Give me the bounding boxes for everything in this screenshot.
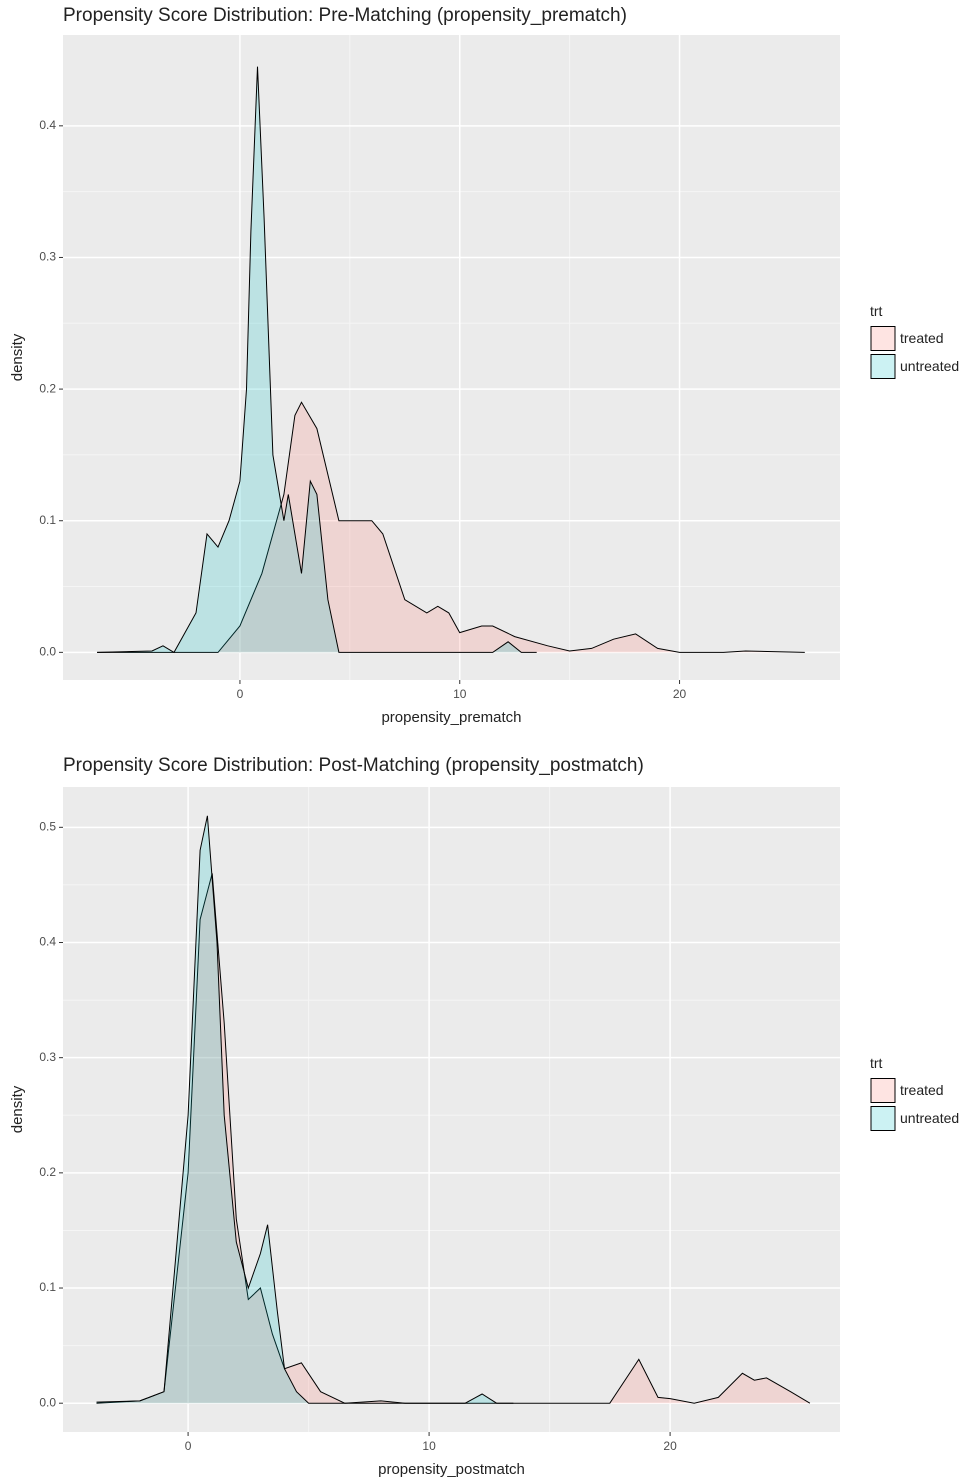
chart: 0.0 0.1 0.2 0.3 0.4 0.5 0 10 20 Propensity Score … — [9, 755, 959, 1478]
y-axis-label: density — [9, 1085, 26, 1133]
density-line — [96, 873, 811, 1404]
x-tick-label: 10 — [422, 1439, 436, 1453]
legend-label: untreated — [900, 1110, 959, 1126]
legend-swatch — [871, 1106, 895, 1131]
y-tick-label: 0.5 — [39, 819, 56, 833]
x-axis-label: propensity_postmatch — [378, 1461, 525, 1478]
legend-swatch — [871, 1078, 895, 1103]
chart: 0.0 0.1 0.2 0.3 0.4 0 10 20 Propensity Score Dis… — [9, 5, 959, 726]
x-tick-label: 0 — [185, 1439, 192, 1453]
density-fill — [96, 815, 514, 1404]
density-line — [97, 66, 537, 654]
legend-swatch — [870, 326, 896, 351]
x-tick-label: 10 — [453, 687, 467, 701]
y-tick-label: 0.3 — [39, 1050, 56, 1064]
x-tick-label: 20 — [663, 1439, 677, 1453]
legend-swatch — [870, 1106, 896, 1131]
chart-title: Propensity Score Distribution: Post-Matc… — [63, 755, 644, 776]
density-fill — [97, 402, 805, 653]
legend-title: trt — [870, 303, 883, 319]
legend-label: treated — [900, 1082, 944, 1098]
y-tick-label: 0.2 — [39, 1165, 56, 1179]
legend-swatch — [870, 354, 896, 379]
x-tick-label: 0 — [237, 687, 244, 701]
density-fill — [97, 66, 537, 653]
legend-label: untreated — [900, 358, 959, 374]
y-tick-label: 0.2 — [39, 381, 56, 395]
y-tick-label: 0.0 — [39, 1395, 56, 1409]
y-tick-label: 0.4 — [39, 935, 56, 949]
x-tick-label: 20 — [673, 687, 687, 701]
chart-title: Propensity Score Distribution: Pre-Match… — [63, 5, 627, 26]
y-tick-label: 0.3 — [39, 250, 56, 264]
y-axis-label: density — [9, 333, 26, 381]
y-tick-label: 0.4 — [39, 118, 56, 132]
legend-swatch — [870, 1078, 896, 1103]
density-line — [96, 815, 514, 1404]
x-axis-label: propensity_prematch — [381, 709, 521, 726]
density-line — [97, 401, 805, 653]
y-tick-label: 0.0 — [39, 645, 56, 659]
y-tick-label: 0.1 — [39, 513, 56, 527]
y-tick-label: 0.1 — [39, 1280, 56, 1294]
plot-panel — [63, 787, 840, 1432]
legend-swatch — [871, 326, 895, 351]
legend-title: trt — [870, 1055, 883, 1071]
legend-label: treated — [900, 330, 944, 346]
legend-swatch — [871, 354, 895, 379]
plot-panel — [63, 35, 840, 680]
